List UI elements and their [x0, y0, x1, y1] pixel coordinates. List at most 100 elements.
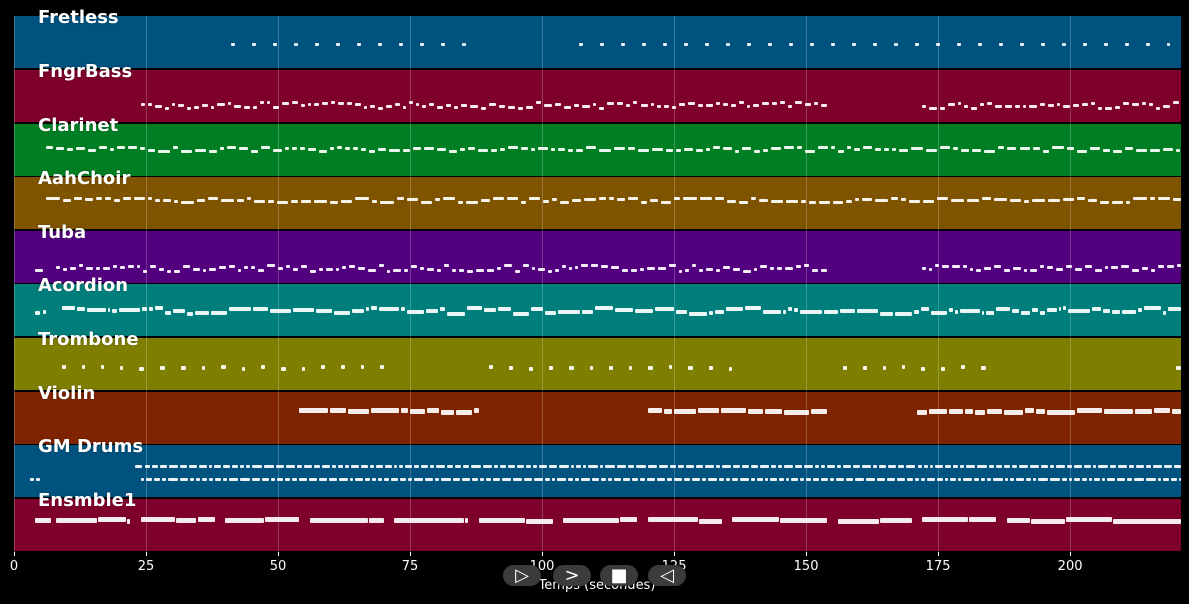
note	[377, 478, 383, 482]
note	[813, 102, 819, 106]
note	[1066, 517, 1113, 523]
note	[355, 196, 370, 200]
note	[96, 267, 101, 271]
note	[567, 477, 574, 481]
note	[467, 269, 474, 273]
note	[623, 478, 631, 482]
note	[671, 106, 677, 110]
note	[647, 266, 656, 270]
note	[883, 147, 889, 151]
note	[1076, 197, 1085, 201]
note	[430, 465, 434, 469]
note	[1009, 199, 1021, 203]
note	[353, 147, 359, 151]
note	[789, 43, 794, 46]
note	[709, 366, 714, 371]
track-background	[14, 16, 1181, 68]
track-name: Tuba	[38, 222, 87, 243]
note	[1055, 464, 1065, 468]
note	[1103, 308, 1110, 313]
note	[615, 308, 633, 313]
note	[921, 477, 925, 481]
note	[1036, 408, 1046, 414]
note	[299, 407, 328, 413]
note	[399, 465, 404, 469]
note	[428, 103, 434, 107]
note	[406, 197, 419, 201]
track-violin[interactable]: Violin	[14, 383, 1181, 444]
note	[252, 307, 268, 312]
note	[670, 464, 676, 468]
note	[187, 106, 191, 110]
note	[782, 309, 786, 314]
note	[1063, 306, 1067, 311]
note	[396, 196, 404, 200]
note	[607, 101, 614, 105]
note	[944, 465, 952, 469]
note	[208, 464, 213, 468]
note	[195, 477, 201, 481]
note	[811, 408, 828, 414]
note	[1063, 197, 1074, 201]
note	[221, 365, 226, 370]
note	[163, 199, 171, 203]
note	[478, 517, 526, 523]
note	[488, 103, 497, 107]
note	[105, 197, 111, 201]
back-button[interactable]: ◁	[648, 565, 686, 586]
track-name: Fretless	[38, 7, 119, 28]
note	[976, 268, 981, 272]
note	[721, 465, 732, 469]
note	[886, 478, 895, 482]
note	[467, 146, 475, 150]
note	[673, 477, 682, 481]
note	[1084, 465, 1092, 469]
track-name: Trombone	[38, 329, 139, 350]
note	[361, 365, 365, 370]
note	[422, 104, 426, 108]
track-acordion[interactable]: Acordion	[14, 275, 1181, 336]
note	[172, 145, 179, 149]
track-fretless[interactable]: Fretless	[14, 7, 1181, 68]
note	[113, 198, 121, 202]
play-button[interactable]: ▷	[503, 565, 541, 586]
grid-line	[14, 16, 15, 552]
note	[915, 43, 920, 46]
note	[894, 311, 912, 316]
note	[209, 268, 216, 272]
note	[568, 267, 573, 271]
note	[722, 102, 729, 106]
note	[909, 200, 920, 204]
track-tuba[interactable]: Tuba	[14, 222, 1181, 283]
note	[329, 478, 337, 482]
note	[229, 307, 251, 312]
note	[744, 306, 761, 311]
note	[424, 478, 434, 482]
note	[620, 517, 638, 523]
note	[614, 477, 622, 481]
note	[640, 477, 646, 481]
note	[349, 477, 353, 481]
note	[683, 196, 698, 200]
track-gm-drums[interactable]: GM Drums	[14, 436, 1181, 497]
note	[361, 464, 368, 468]
track-trombone[interactable]: Trombone	[14, 329, 1181, 390]
note	[897, 464, 905, 468]
note	[1020, 43, 1025, 46]
note	[234, 105, 241, 109]
track-fngrbass[interactable]: FngrBass	[14, 61, 1181, 122]
track-ensmble1[interactable]: Ensmble1	[14, 490, 1181, 551]
note	[292, 147, 298, 151]
note	[194, 149, 206, 153]
note	[337, 146, 343, 150]
piano-roll-plot[interactable]: Fretless FngrBass Clarinet AahChoir Tuba Acor…	[14, 7, 1182, 552]
note	[408, 477, 413, 481]
note	[1066, 465, 1073, 469]
track-aahchoir[interactable]: AahChoir	[14, 168, 1181, 229]
note	[146, 478, 153, 482]
stop-button[interactable]: ■	[600, 565, 638, 586]
note	[338, 464, 344, 468]
forward-button[interactable]: >	[553, 565, 591, 586]
note	[162, 478, 167, 482]
note	[260, 365, 266, 370]
